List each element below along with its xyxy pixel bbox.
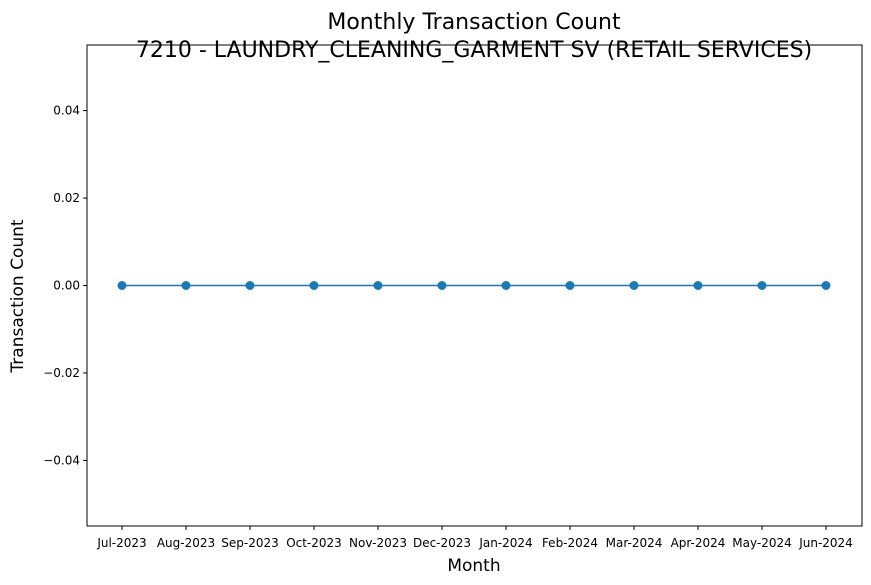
x-tick-label: Feb-2024 <box>542 536 598 550</box>
x-tick-label: Jan-2024 <box>478 536 532 550</box>
y-axis-ticks: −0.04 −0.02 0.00 0.02 0.04 <box>43 104 87 467</box>
data-point <box>501 281 511 290</box>
data-point <box>629 281 639 290</box>
plot-area <box>86 44 863 527</box>
y-tick-label: 0.02 <box>53 191 80 205</box>
data-point <box>245 281 255 290</box>
x-axis-label: Month <box>447 556 500 576</box>
data-point <box>373 281 383 290</box>
data-point <box>821 281 831 290</box>
x-tick-label: Aug-2023 <box>157 536 215 550</box>
y-tick-label: −0.04 <box>43 453 80 467</box>
data-point <box>181 281 191 290</box>
chart-title: Monthly Transaction Count <box>327 10 621 35</box>
y-tick-label: 0.04 <box>53 104 80 118</box>
data-point <box>757 281 767 290</box>
y-tick-label: −0.02 <box>43 366 80 380</box>
y-axis-label: Transaction Count <box>8 219 28 373</box>
data-point <box>437 281 447 290</box>
x-tick-label: Jun-2024 <box>798 536 853 550</box>
x-tick-label: Apr-2024 <box>671 536 726 550</box>
x-tick-label: Sep-2023 <box>221 536 279 550</box>
x-tick-label: Jul-2023 <box>96 536 146 550</box>
chart-subtitle: 7210 - LAUNDRY_CLEANING_GARMENT SV (RETA… <box>136 38 812 63</box>
data-point <box>117 281 127 290</box>
y-tick-label: 0.00 <box>53 279 80 293</box>
data-point <box>565 281 575 290</box>
data-point <box>693 281 703 290</box>
x-tick-label: Mar-2024 <box>606 536 663 550</box>
x-tick-label: Dec-2023 <box>413 536 471 550</box>
data-point <box>309 281 319 290</box>
x-tick-label: Oct-2023 <box>286 536 342 550</box>
x-tick-label: Nov-2023 <box>349 536 407 550</box>
x-tick-label: May-2024 <box>732 536 791 550</box>
x-axis-ticks: Jul-2023 Aug-2023 Sep-2023 Oct-2023 Nov-2023… <box>96 526 853 550</box>
